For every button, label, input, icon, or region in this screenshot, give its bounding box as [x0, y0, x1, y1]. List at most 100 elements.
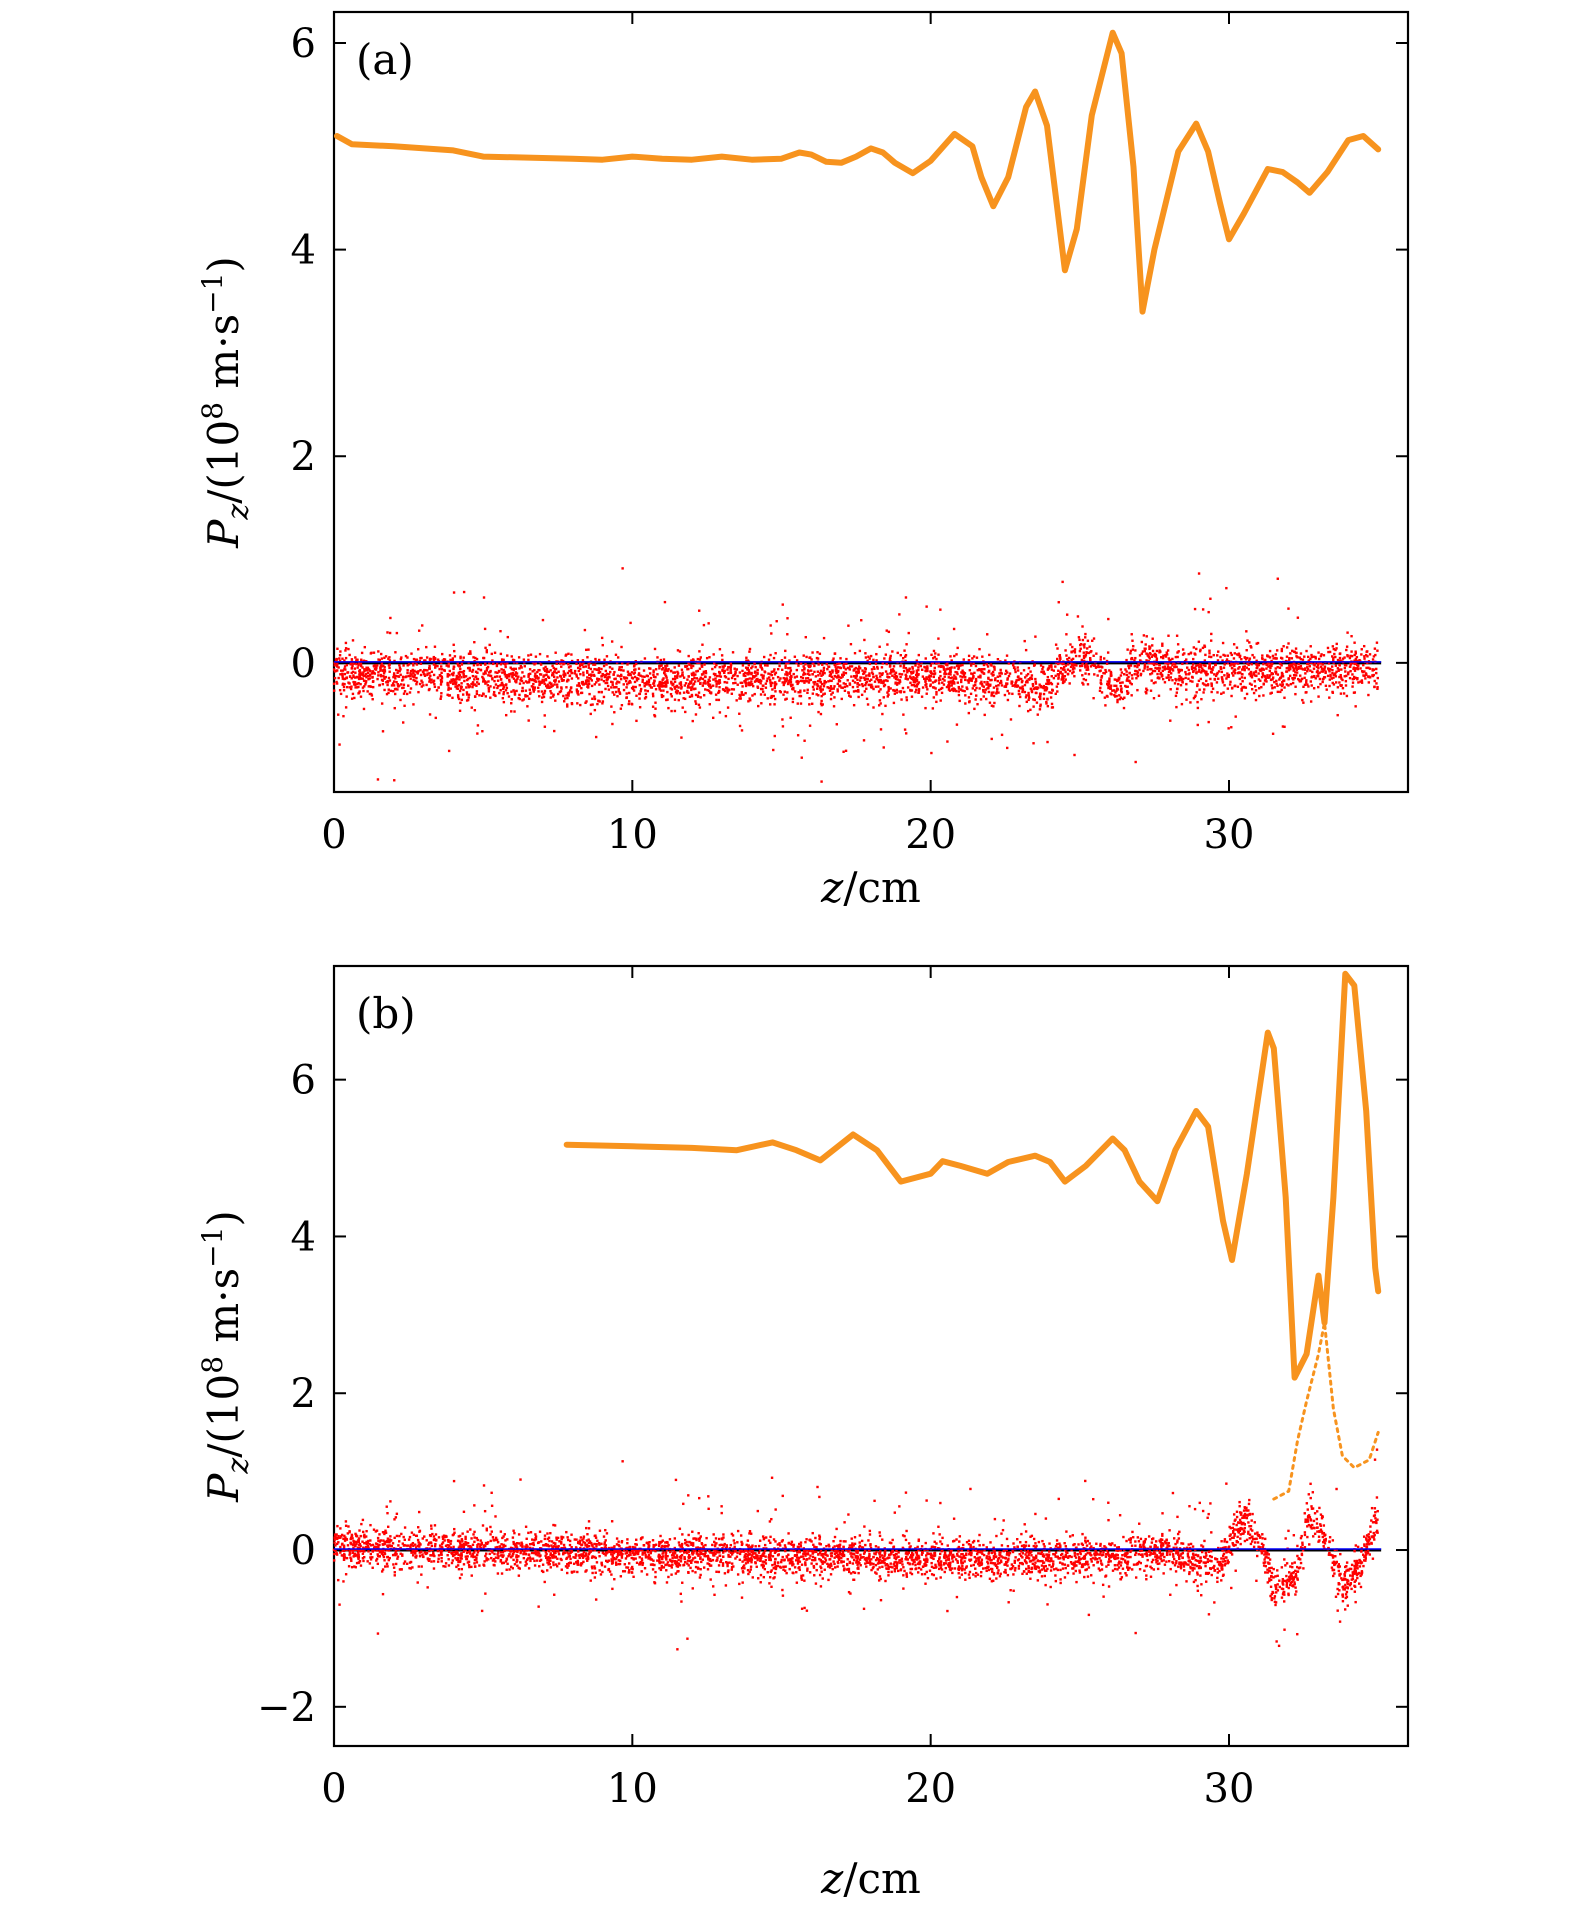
red-point: [1248, 682, 1252, 685]
red-point: [690, 688, 693, 692]
red-point: [1243, 676, 1246, 680]
red-point: [975, 686, 978, 690]
red-point: [532, 682, 535, 686]
red-point: [1341, 657, 1345, 660]
red-point: [504, 665, 507, 669]
red-point: [399, 698, 402, 702]
red-point: [784, 698, 787, 701]
red-point: [335, 658, 339, 661]
red-point: [355, 1542, 358, 1546]
red-point: [828, 679, 832, 682]
red-point: [350, 671, 353, 675]
red-point: [383, 666, 386, 669]
red-point: [1191, 676, 1194, 679]
red-point: [646, 689, 650, 693]
red-point: [847, 624, 850, 627]
red-point: [545, 673, 548, 677]
red-point: [567, 666, 571, 669]
red-point: [712, 678, 715, 681]
red-point: [1119, 668, 1123, 671]
red-point: [905, 698, 909, 702]
red-point: [699, 676, 703, 679]
red-point: [1375, 671, 1378, 675]
red-point: [468, 676, 471, 680]
red-point: [778, 664, 781, 668]
red-point: [566, 692, 570, 695]
red-point: [658, 686, 661, 689]
red-point: [1308, 665, 1311, 668]
red-point: [1173, 682, 1177, 685]
red-point: [416, 672, 419, 675]
red-point: [915, 688, 918, 691]
red-point: [1294, 671, 1297, 674]
red-point: [473, 1562, 476, 1565]
red-point: [864, 670, 867, 673]
red-point: [458, 709, 462, 712]
red-point: [1272, 1576, 1275, 1579]
red-point: [1219, 665, 1222, 669]
red-point: [363, 668, 366, 671]
red-point: [352, 674, 355, 677]
red-point: [519, 1544, 522, 1547]
red-point: [1018, 704, 1021, 708]
red-point: [833, 1556, 836, 1559]
red-point: [1107, 686, 1110, 690]
red-point: [1273, 686, 1276, 689]
red-point: [1034, 635, 1037, 638]
red-point: [1132, 644, 1135, 648]
red-point: [720, 654, 724, 657]
red-point: [1059, 1581, 1062, 1585]
red-point: [341, 669, 345, 672]
red-point: [730, 676, 734, 680]
red-point: [669, 1550, 672, 1554]
red-point: [1274, 656, 1277, 660]
red-point: [743, 671, 747, 675]
red-point: [1091, 1557, 1095, 1560]
red-point: [481, 675, 484, 679]
red-point: [661, 684, 664, 687]
red-point: [1021, 688, 1025, 691]
red-point: [1116, 700, 1119, 704]
red-point: [781, 603, 784, 606]
red-point: [434, 666, 437, 669]
red-point: [503, 673, 507, 676]
red-point: [1191, 680, 1194, 683]
red-point: [1024, 648, 1028, 652]
red-point: [697, 679, 700, 683]
red-point: [756, 672, 759, 676]
red-point: [765, 679, 769, 683]
red-point: [500, 1572, 504, 1575]
red-point: [941, 665, 944, 668]
red-point: [1292, 678, 1295, 681]
red-point: [1092, 637, 1096, 640]
red-point: [1104, 668, 1107, 672]
red-point: [1103, 672, 1106, 675]
red-point: [979, 674, 982, 677]
red-point: [982, 663, 986, 667]
red-point: [1068, 682, 1071, 685]
red-point: [924, 669, 927, 672]
red-point: [719, 675, 723, 678]
red-point: [1134, 656, 1137, 660]
red-point: [1092, 696, 1095, 700]
red-point: [402, 683, 406, 686]
red-point: [1129, 652, 1132, 655]
red-point: [1180, 702, 1184, 706]
red-point: [813, 664, 816, 668]
red-point: [428, 676, 431, 680]
red-point: [769, 683, 773, 686]
red-point: [356, 1551, 360, 1554]
red-point: [975, 656, 979, 659]
red-point: [723, 669, 726, 673]
red-point: [369, 670, 372, 673]
red-point: [1289, 652, 1292, 655]
red-point: [418, 682, 422, 686]
red-point: [848, 665, 852, 668]
red-point: [509, 666, 512, 669]
red-point: [1345, 648, 1348, 652]
red-point: [1184, 673, 1188, 676]
red-point: [1373, 685, 1376, 689]
red-point: [679, 1592, 683, 1596]
red-point: [341, 675, 344, 678]
red-point: [873, 667, 876, 671]
